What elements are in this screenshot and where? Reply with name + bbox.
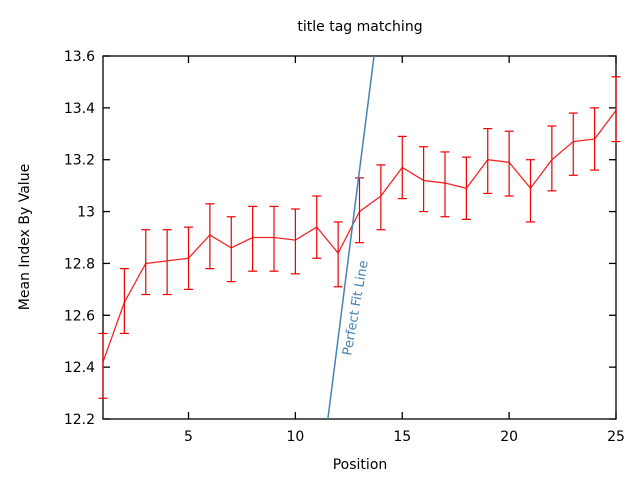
x-tick-label: 5 (184, 429, 193, 445)
y-tick-label: 13.4 (64, 101, 95, 117)
y-tick-label: 12.2 (64, 412, 95, 428)
x-tick-label: 20 (500, 429, 518, 445)
y-tick-label: 13.2 (64, 153, 95, 169)
x-tick-label: 15 (393, 429, 411, 445)
x-tick-label: 25 (607, 429, 625, 445)
perfect-fit-line (327, 55, 375, 420)
y-tick-label: 12.4 (64, 360, 95, 376)
y-axis-label: Mean Index By Value (17, 163, 33, 311)
y-tick-label: 12.6 (64, 308, 95, 324)
chart-title: title tag matching (297, 19, 423, 35)
x-tick-label: 10 (286, 429, 304, 445)
y-tick-label: 12.8 (64, 256, 95, 272)
plot-border (102, 55, 617, 420)
x-axis-label: Position (332, 457, 388, 473)
y-tick-label: 13.6 (64, 49, 95, 65)
data-line (102, 110, 617, 363)
y-tick-label: 13 (77, 205, 95, 221)
